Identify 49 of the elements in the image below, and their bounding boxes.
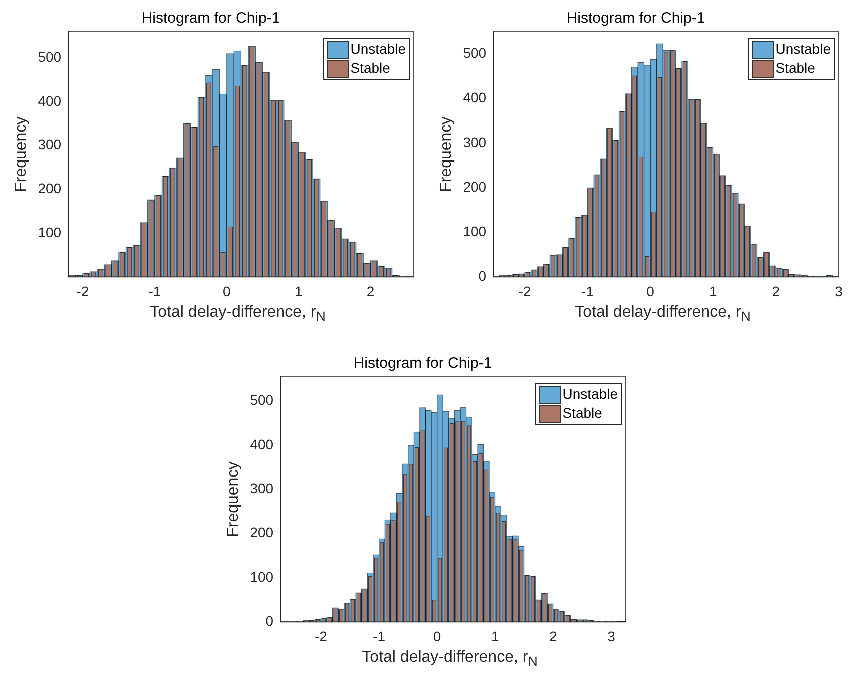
- y-tick-label: 400: [250, 436, 274, 452]
- y-tick-label: 300: [250, 480, 274, 497]
- x-tick-label: 2: [550, 628, 558, 644]
- chart-title: Histogram for Chip-1: [354, 355, 492, 372]
- x-tick-label: 1: [709, 283, 718, 300]
- y-tick-label: 400: [463, 90, 487, 106]
- x-tick-label: -2: [314, 628, 328, 644]
- x-axis-title: Total delay-difference, r$_{N}$: [149, 304, 327, 324]
- y-tick-label: 500: [463, 45, 487, 62]
- x-axis-title: Total delay-difference, r$_{N}$: [574, 304, 752, 324]
- y-axis-title: Frequency: [438, 116, 456, 192]
- y-axis-title: Frequency: [225, 462, 242, 538]
- x-axis-title: Total delay-difference, r$_{N}$: [361, 649, 539, 670]
- y-tick-label: 100: [38, 224, 62, 240]
- x-tick-label: 0: [433, 628, 442, 644]
- x-tick-label: 2: [366, 283, 375, 300]
- chart-title: Histogram for Chip-1: [142, 10, 280, 28]
- legend-label: Unstable: [350, 40, 406, 59]
- x-tick-label: 0: [222, 283, 231, 300]
- x-tick-label: -1: [148, 283, 162, 300]
- x-tick-label: 2: [772, 283, 780, 300]
- y-tick-label: 0: [478, 268, 487, 284]
- y-tick-label: 200: [38, 180, 62, 196]
- y-tick-label: 500: [250, 392, 274, 408]
- x-tick-label: 1: [294, 283, 303, 300]
- x-tick-label: -1: [582, 283, 594, 300]
- y-tick-label: 100: [250, 568, 274, 585]
- legend-label: Unstable: [562, 385, 618, 404]
- x-tick-label: 1: [491, 628, 500, 644]
- legend-label: Stable: [350, 59, 390, 78]
- x-tick-label: -2: [76, 283, 90, 300]
- y-tick-label: 300: [463, 134, 487, 150]
- y-tick-label: 400: [38, 92, 62, 109]
- y-tick-label: 200: [250, 524, 274, 541]
- x-tick-label: -1: [373, 628, 386, 644]
- chart-title: Histogram for Chip-1: [566, 10, 706, 28]
- legend-label: Stable: [562, 404, 602, 423]
- y-tick-label: 500: [38, 49, 62, 66]
- y-tick-label: 100: [463, 223, 487, 240]
- x-tick-label: 3: [835, 283, 844, 300]
- y-tick-label: 200: [463, 178, 487, 195]
- y-tick-label: 300: [38, 136, 62, 153]
- x-tick-label: -2: [518, 283, 532, 300]
- legend-label: Unstable: [776, 40, 831, 59]
- x-tick-label: 3: [608, 628, 616, 644]
- y-tick-label: 0: [266, 613, 274, 630]
- y-axis-title: Frequency: [13, 116, 30, 192]
- x-tick-label: 0: [646, 283, 655, 300]
- legend-label: Stable: [776, 59, 816, 78]
